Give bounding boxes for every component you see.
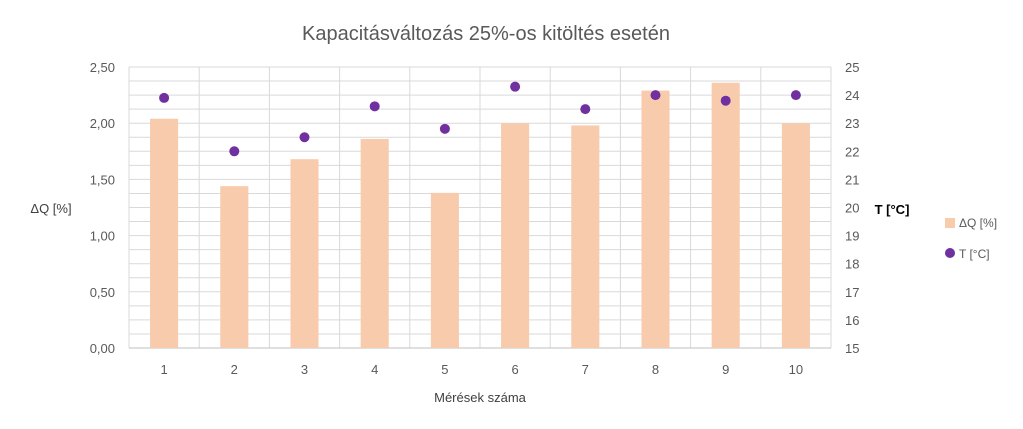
x-tick-label: 8 <box>652 362 659 377</box>
y-axis-right: 15 16 17 18 19 20 21 22 23 24 25 <box>845 60 859 356</box>
y2-tick-label: 23 <box>845 116 859 131</box>
bar <box>641 90 670 348</box>
data-point <box>159 92 170 103</box>
chart-title: Kapacitásváltozás 25%-os kitöltés esetén <box>302 23 670 45</box>
bar <box>501 123 530 348</box>
scatter-series <box>159 81 801 157</box>
y-tick-label: 1,50 <box>90 172 115 187</box>
y-tick-label: 2,00 <box>90 116 115 131</box>
bar-series <box>150 82 810 349</box>
y2-tick-label: 17 <box>845 285 859 300</box>
y2-tick-label: 20 <box>845 201 859 216</box>
x-tick-label: 4 <box>371 362 378 377</box>
data-point <box>580 104 591 115</box>
x-axis-label: Mérések száma <box>434 390 527 405</box>
x-tick-label: 2 <box>231 362 238 377</box>
y-tick-label: 0,50 <box>90 285 115 300</box>
y2-tick-label: 21 <box>845 172 859 187</box>
x-tick-label: 6 <box>511 362 518 377</box>
y-tick-label: 0,00 <box>90 341 115 356</box>
bar <box>571 125 600 348</box>
x-tick-label: 9 <box>722 362 729 377</box>
y2-tick-label: 18 <box>845 257 859 272</box>
y-axis-left: 0,00 0,50 1,00 1,50 2,00 2,50 <box>90 60 115 356</box>
x-tick-label: 3 <box>301 362 308 377</box>
data-point <box>720 95 731 106</box>
legend-label-bar: ΔQ [%] <box>959 216 997 230</box>
y2-tick-label: 25 <box>845 60 859 75</box>
data-point <box>369 101 380 112</box>
x-tick-label: 10 <box>789 362 803 377</box>
data-point <box>439 123 450 134</box>
x-axis: 1 2 3 4 5 6 7 8 9 10 <box>160 362 803 377</box>
x-tick-label: 5 <box>441 362 448 377</box>
y2-axis-label: T [°C] <box>875 202 910 217</box>
y-axis-label: ΔQ [%] <box>30 201 71 216</box>
data-point <box>299 132 310 143</box>
data-point <box>510 81 521 92</box>
bar <box>220 186 249 348</box>
legend-swatch-point <box>945 248 955 258</box>
y2-tick-label: 24 <box>845 88 859 103</box>
bar <box>360 138 389 348</box>
y2-tick-label: 15 <box>845 341 859 356</box>
data-point <box>650 90 661 101</box>
legend-swatch-bar <box>945 218 955 228</box>
y2-tick-label: 22 <box>845 144 859 159</box>
y-tick-label: 1,00 <box>90 229 115 244</box>
bar <box>290 159 319 348</box>
bar <box>150 118 179 348</box>
y-tick-label: 2,50 <box>90 60 115 75</box>
data-point <box>229 146 240 157</box>
bar <box>430 192 459 348</box>
legend: ΔQ [%] T [°C] <box>945 216 997 261</box>
bar <box>711 82 740 349</box>
legend-label-point: T [°C] <box>959 247 990 261</box>
y2-tick-label: 16 <box>845 313 859 328</box>
x-tick-label: 1 <box>160 362 167 377</box>
bar <box>781 123 810 348</box>
y2-tick-label: 19 <box>845 229 859 244</box>
x-tick-label: 7 <box>582 362 589 377</box>
data-point <box>790 90 801 101</box>
